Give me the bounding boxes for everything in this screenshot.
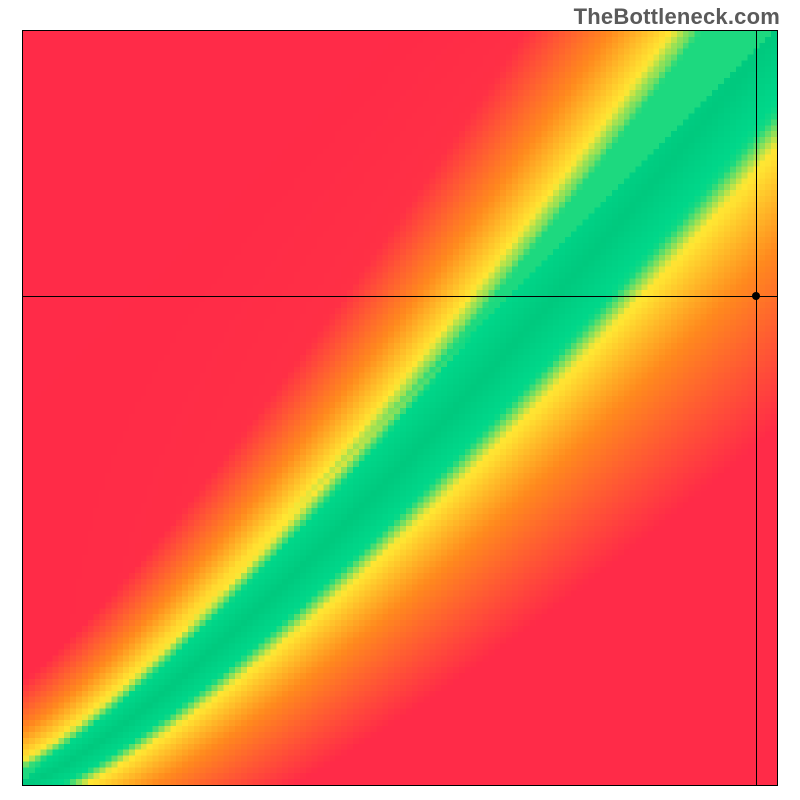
watermark-text: TheBottleneck.com	[574, 4, 780, 30]
plot-frame	[22, 30, 778, 786]
heatmap-canvas	[23, 31, 777, 785]
chart-container: TheBottleneck.com	[0, 0, 800, 800]
